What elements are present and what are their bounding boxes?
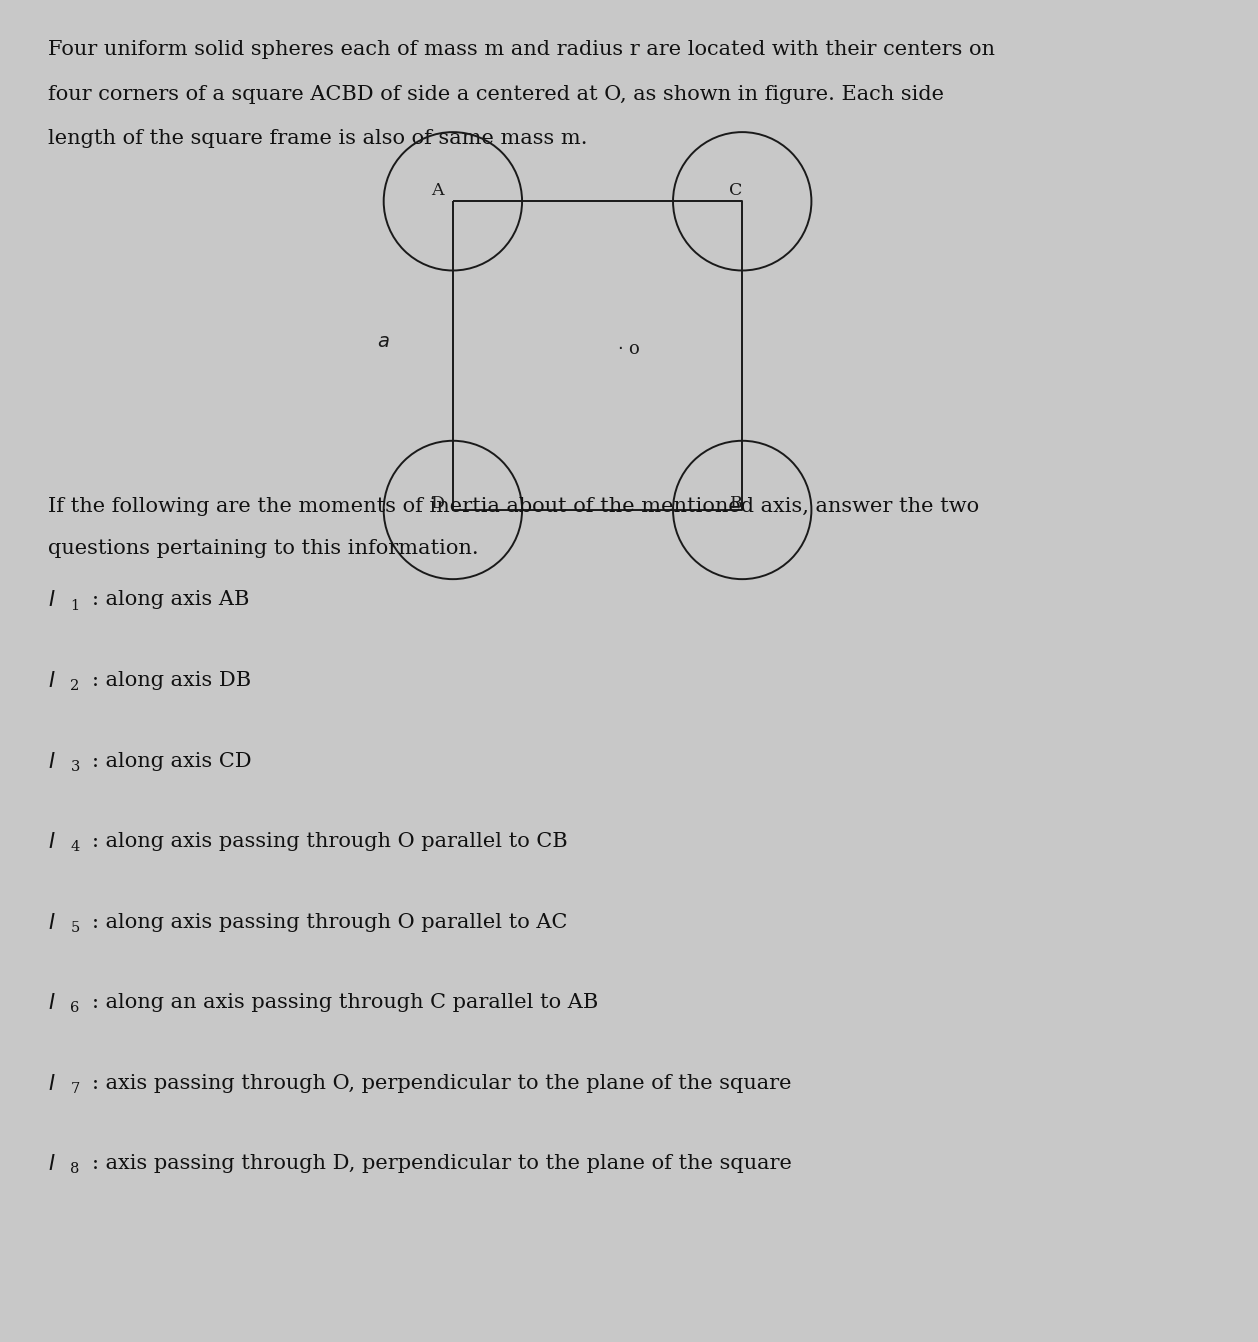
Text: 7: 7 [70,1082,79,1095]
Text: B: B [730,495,742,511]
Text: : along axis passing through O parallel to CB: : along axis passing through O parallel … [92,832,567,851]
Text: 4: 4 [70,840,79,854]
Text: A: A [431,183,444,199]
Text: D: D [430,495,445,511]
Text: 6: 6 [70,1001,79,1015]
Text: : along axis AB: : along axis AB [92,590,249,609]
Text: : axis passing through D, perpendicular to the plane of the square: : axis passing through D, perpendicular … [92,1154,791,1173]
Text: $a$: $a$ [377,333,390,352]
Text: 8: 8 [70,1162,79,1176]
Text: $I$: $I$ [48,590,55,611]
Text: $I$: $I$ [48,913,55,933]
Text: 3: 3 [70,760,79,773]
Text: : along an axis passing through C parallel to AB: : along an axis passing through C parall… [92,993,598,1012]
Text: $\cdot$ o: $\cdot$ o [618,340,640,358]
Text: four corners of a square ACBD of side a centered at O, as shown in figure. Each : four corners of a square ACBD of side a … [48,85,943,103]
Text: C: C [730,183,742,199]
Text: questions pertaining to this information.: questions pertaining to this information… [48,539,478,558]
Text: : along axis passing through O parallel to AC: : along axis passing through O parallel … [92,913,567,931]
Text: $I$: $I$ [48,1074,55,1094]
Text: length of the square frame is also of same mass m.: length of the square frame is also of sa… [48,129,587,148]
Text: : along axis CD: : along axis CD [92,752,252,770]
Text: If the following are the moments of inertia about of the mentioned axis, answer : If the following are the moments of iner… [48,497,979,515]
Text: $I$: $I$ [48,671,55,691]
Text: $I$: $I$ [48,832,55,852]
Text: $I$: $I$ [48,993,55,1013]
Text: 2: 2 [70,679,79,692]
Text: Four uniform solid spheres each of mass m and radius r are located with their ce: Four uniform solid spheres each of mass … [48,40,995,59]
Text: $I$: $I$ [48,1154,55,1174]
Text: : along axis DB: : along axis DB [92,671,250,690]
Text: $I$: $I$ [48,752,55,772]
Text: 5: 5 [70,921,79,934]
Text: : axis passing through O, perpendicular to the plane of the square: : axis passing through O, perpendicular … [92,1074,791,1092]
Text: 1: 1 [70,599,79,612]
